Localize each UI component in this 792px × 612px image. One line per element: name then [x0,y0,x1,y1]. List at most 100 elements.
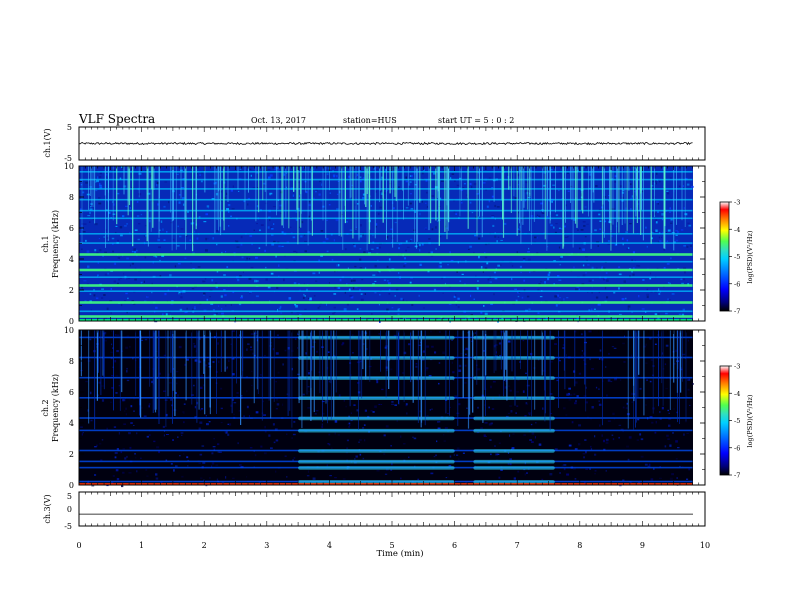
spectrogram-noise-cell [110,401,112,403]
spectrogram-noise-cell [124,225,127,227]
spectrogram-noise-cell [81,223,84,225]
spectrogram-noise-cell [133,248,136,251]
spectrogram-noise-cell [658,293,661,295]
spectrogram-noise-cell [448,465,452,467]
spectrogram-noise-cell [484,312,488,315]
spectrogram-noise-cell [362,457,365,460]
spectrogram-noise-cell [576,286,580,288]
spectrogram-sferic [513,166,515,197]
spectrogram-noise-cell [221,312,224,315]
spectrogram-sferic [469,330,471,415]
spectrogram-noise-cell [203,292,206,295]
time-tick-label: 10 [700,541,710,550]
spectrogram-sferic [244,166,246,210]
spectrogram-noise-cell [648,463,651,466]
spectrogram-noise-cell [655,229,658,232]
spectrogram-sferic [379,166,380,203]
spectrogram-noise-cell [419,212,421,216]
spectrogram-noise-cell [333,239,335,242]
spectrogram-noise-cell [328,204,331,206]
spectrogram-noise-cell [126,455,128,458]
spectrogram-noise-cell [256,339,258,342]
spectrogram-noise-cell [144,256,147,259]
spectrogram-noise-cell [215,312,218,315]
spectrogram-noise-cell [558,189,560,192]
spectrogram-noise-cell [278,307,281,310]
spectrogram-noise-cell [574,478,577,480]
spectrogram-noise-cell [610,223,613,226]
spectrogram-noise-cell [240,243,243,246]
spectrogram-noise-cell [470,294,472,298]
spectrogram-sferic [257,330,259,394]
spectrogram-sferic [401,166,403,191]
spectrogram-noise-cell [438,382,440,385]
spectrogram-sferic [313,330,315,413]
spectrogram-noise-cell [668,418,672,420]
spectrogram-noise-cell [106,427,108,430]
spectrogram-noise-cell [411,174,413,178]
spectrogram-noise-cell [268,434,271,437]
spectrogram-noise-cell [538,215,541,217]
spectrogram-noise-cell [442,351,445,354]
spectrogram-noise-cell [281,245,284,247]
spectrogram-noise-cell [166,434,169,435]
spectrogram-noise-cell [449,320,451,323]
spectrogram-noise-cell [269,192,273,195]
spectrogram-sferic [365,330,367,380]
spectrogram-noise-cell [157,203,160,206]
colorbar-tick-label: -5 [734,417,740,425]
spectrogram-noise-cell [318,271,320,274]
spectrogram-noise-cell [324,317,326,319]
freq-tick-label: 10 [64,162,74,171]
spectrogram-noise-cell [383,279,387,281]
spectrogram-noise-cell [546,246,549,248]
spectrogram-sferic [258,166,260,213]
spectrogram-noise-cell [301,221,304,224]
spectrogram-sferic [158,166,160,238]
spectrogram-noise-cell [518,211,520,214]
spectrogram-noise-cell [386,308,389,311]
spectrogram-noise-cell [220,387,223,390]
spectrogram-noise-cell [471,212,474,214]
spectrogram-noise-cell [620,185,622,188]
spectrogram-noise-cell [164,181,168,183]
spectrogram-noise-cell [598,357,601,360]
spectrogram-noise-cell [434,351,437,354]
spectrogram-noise-cell [611,346,615,348]
spectrogram-noise-cell [449,251,451,254]
spectrogram-noise-cell [348,288,351,291]
spectrogram-noise-cell [455,213,458,215]
spectrogram-noise-cell [671,293,675,295]
spectrogram-noise-cell [176,245,180,247]
spectrogram-noise-cell [466,407,468,409]
spectrogram-sferic [445,330,447,414]
spectrogram-noise-cell [294,304,297,306]
spectrogram-sferic [669,330,671,410]
spectrogram-noise-cell [605,441,609,444]
spectrogram-sferic [103,330,105,390]
spectrogram-noise-cell [194,406,197,409]
spectrogram-noise-cell [562,344,565,346]
spectrogram-noise-cell [491,187,494,189]
spectrogram-noise-cell [348,175,350,178]
spectrogram-noise-cell [114,452,118,454]
spectrogram-noise-cell [504,386,508,389]
spectrogram-noise-cell [265,278,268,281]
spectrogram-noise-cell [224,431,227,433]
spectrogram-noise-cell [169,332,171,334]
spectrogram-sferic [209,330,211,408]
ch3-waveform-frame [78,491,706,527]
spectrogram-noise-cell [184,363,187,366]
spectrogram-noise-cell [296,218,299,221]
spectrogram-noise-cell [273,223,275,225]
spectrogram-sferic [153,166,155,190]
spectrogram-noise-cell [155,473,158,476]
spectrogram-noise-cell [313,197,315,200]
spectrogram-noise-cell [640,438,644,441]
spectrogram-noise-cell [275,255,277,258]
spectrogram-noise-cell [544,281,546,284]
spectrogram-noise-cell [595,386,598,389]
spectrogram-noise-cell [595,296,599,299]
spectrogram-noise-cell [333,293,337,295]
spectrogram-noise-cell [251,384,253,387]
